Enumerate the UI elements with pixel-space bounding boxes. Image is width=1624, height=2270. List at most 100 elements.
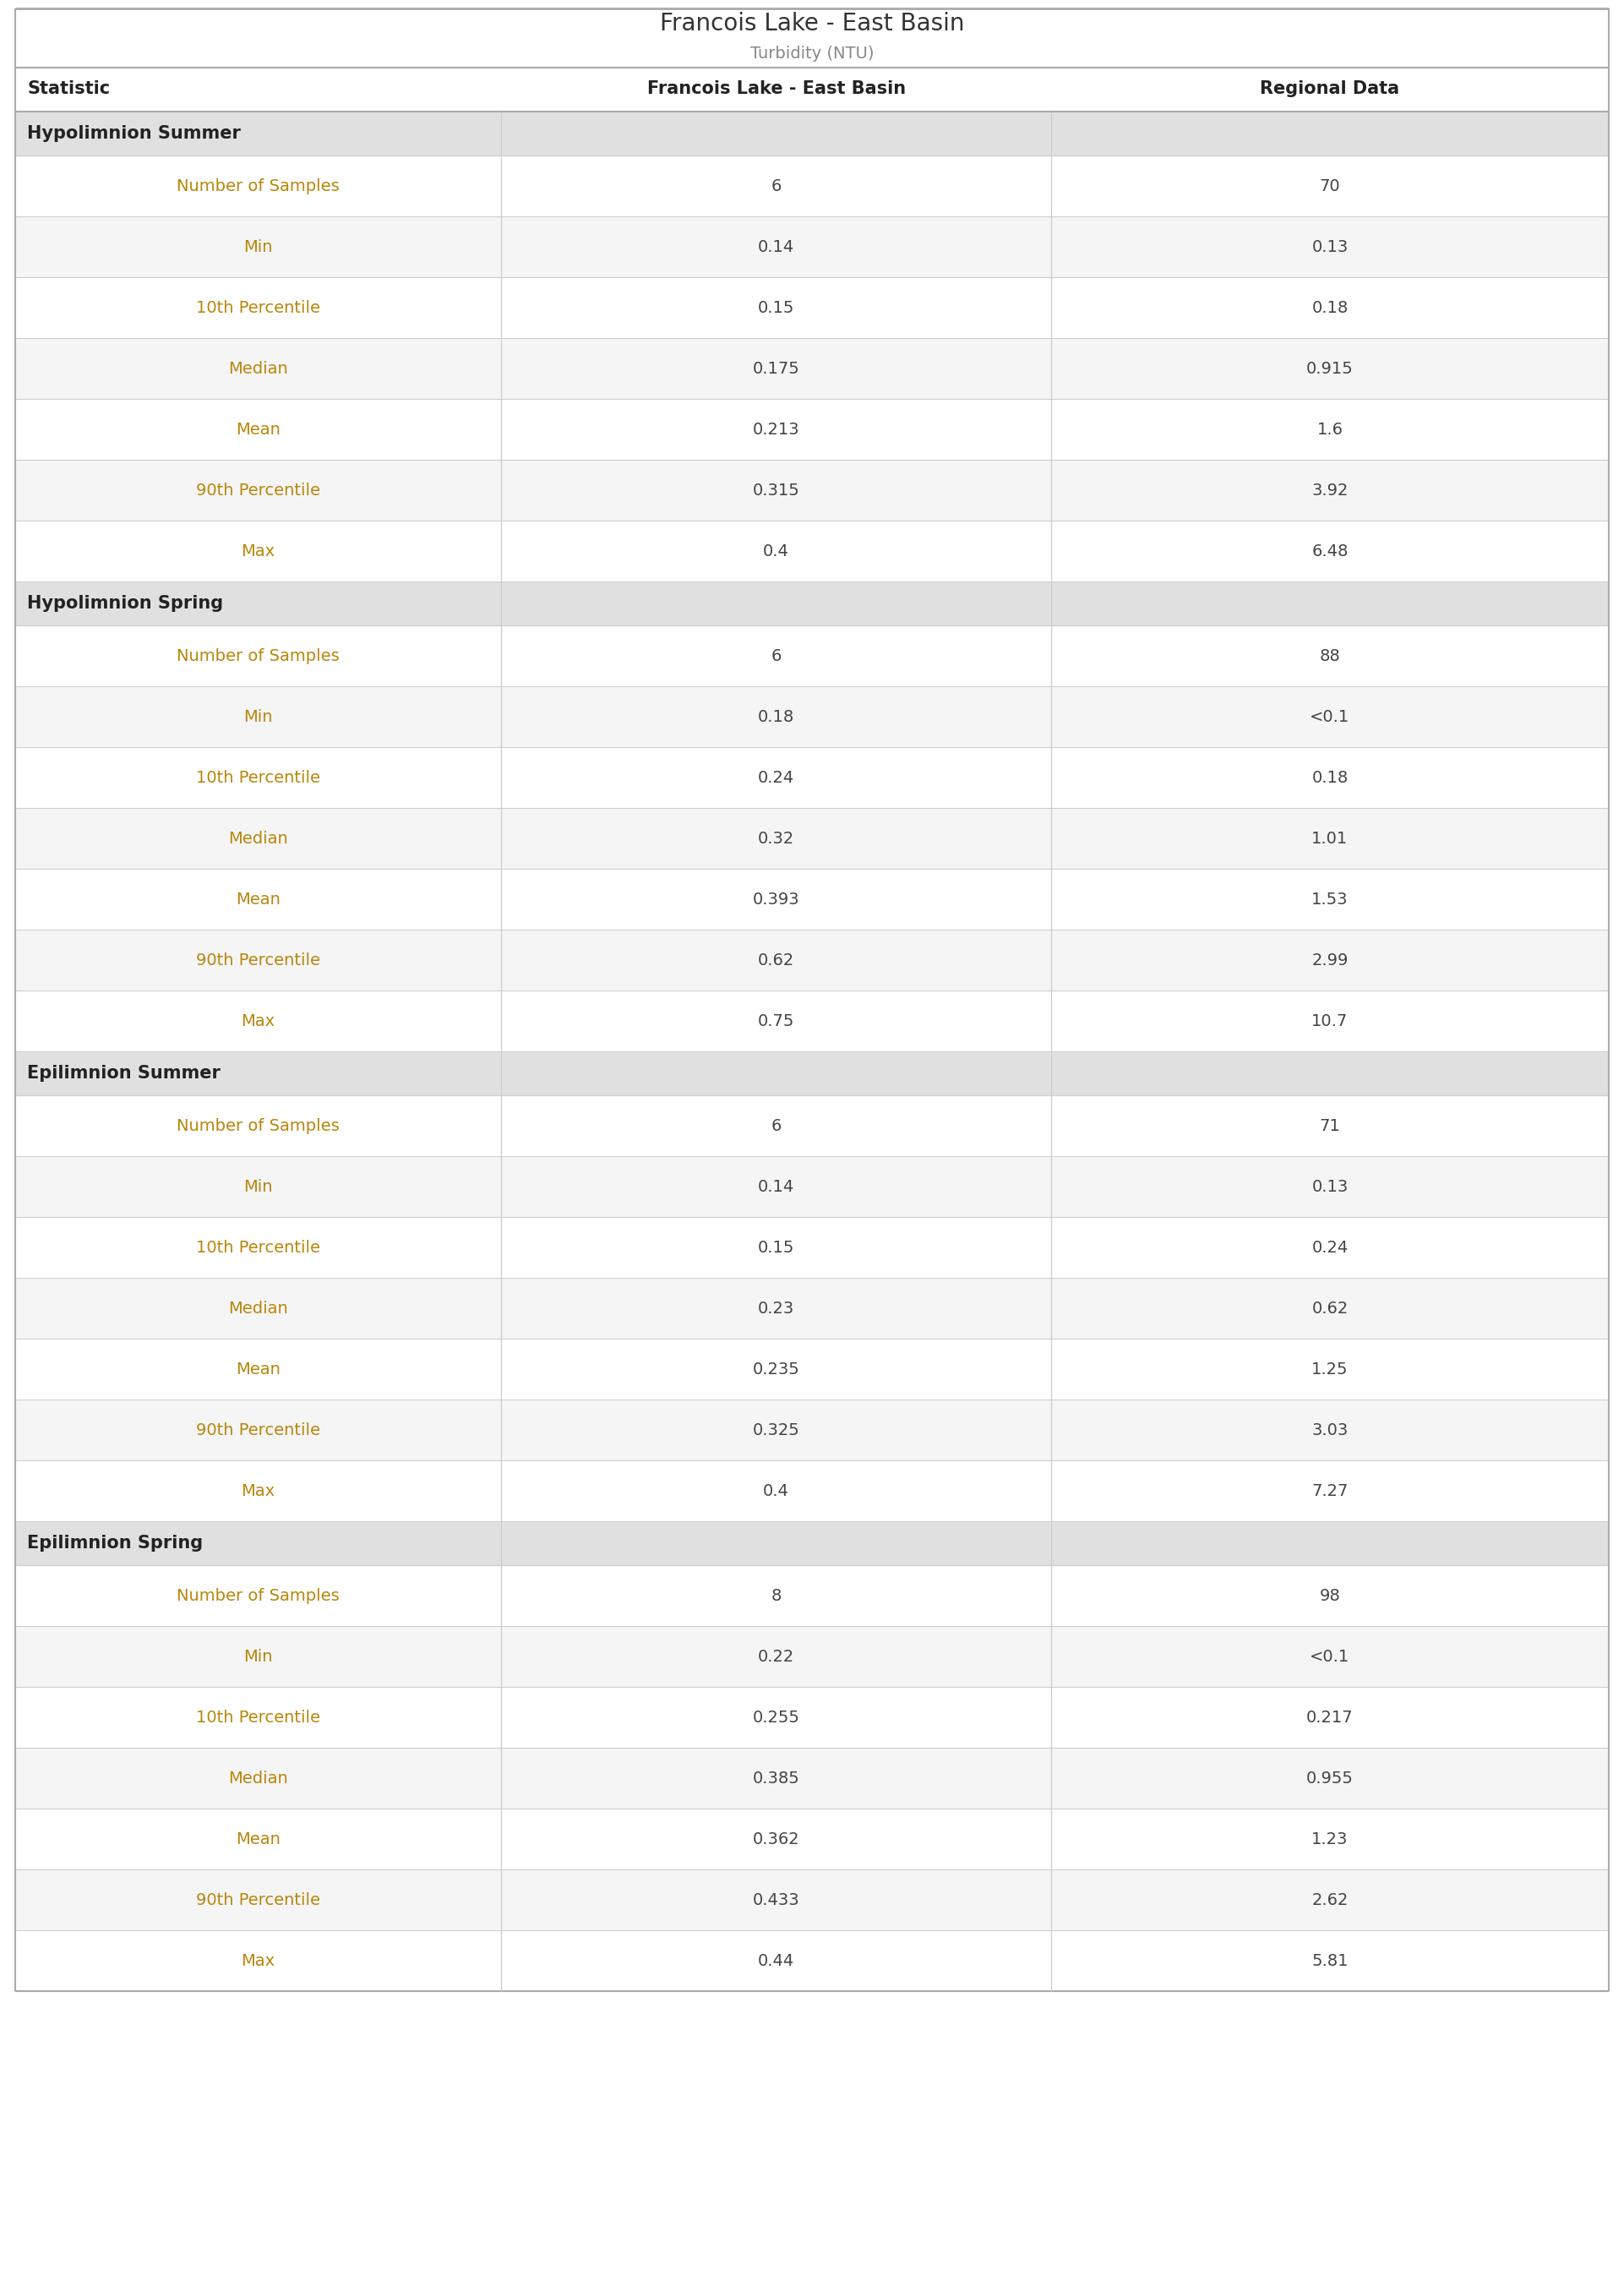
Text: 0.255: 0.255 [752,1709,799,1725]
Text: 0.393: 0.393 [752,892,799,908]
Text: 90th Percentile: 90th Percentile [197,481,320,497]
Text: 0.62: 0.62 [1312,1301,1348,1317]
Bar [15,1870,1609,1930]
Text: 0.175: 0.175 [752,361,799,377]
Text: 90th Percentile: 90th Percentile [197,1421,320,1437]
Bar [15,1278,1609,1339]
Text: 8: 8 [771,1587,781,1603]
Text: Hypolimnion Summer: Hypolimnion Summer [28,125,240,143]
Bar [15,43,1609,68]
Text: Epilimnion Spring: Epilimnion Spring [28,1535,203,1553]
Text: 1.25: 1.25 [1312,1362,1348,1378]
Bar [15,990,1609,1051]
Text: Max: Max [242,1012,274,1028]
Text: 0.362: 0.362 [752,1832,799,1848]
Text: 0.22: 0.22 [758,1648,794,1664]
Text: 0.62: 0.62 [758,951,794,967]
Text: 70: 70 [1320,177,1340,193]
Text: 1.6: 1.6 [1317,422,1343,438]
Text: 5.81: 5.81 [1312,1952,1348,1968]
Text: 0.13: 0.13 [1312,238,1348,254]
Text: 0.18: 0.18 [1312,770,1348,785]
Bar [15,216,1609,277]
Bar [15,1809,1609,1870]
Text: 0.213: 0.213 [752,422,799,438]
Text: Statistic: Statistic [28,79,110,98]
Text: 7.27: 7.27 [1312,1482,1348,1498]
Text: Min: Min [244,1178,273,1194]
Text: 3.92: 3.92 [1312,481,1348,497]
Text: 1.23: 1.23 [1312,1832,1348,1848]
Text: 10th Percentile: 10th Percentile [197,770,320,785]
Text: 0.385: 0.385 [752,1771,799,1786]
Bar [15,686,1609,747]
Bar [15,1051,1609,1096]
Text: 0.325: 0.325 [752,1421,799,1437]
Text: 3.03: 3.03 [1312,1421,1348,1437]
Text: 0.4: 0.4 [763,543,789,558]
Bar [15,1460,1609,1521]
Text: 10th Percentile: 10th Percentile [197,300,320,316]
Text: 0.18: 0.18 [758,708,794,724]
Bar [15,1401,1609,1460]
Bar [15,931,1609,990]
Text: Number of Samples: Number of Samples [177,1117,339,1133]
Text: 6.48: 6.48 [1312,543,1348,558]
Bar [15,111,1609,157]
Text: 0.4: 0.4 [763,1482,789,1498]
Text: Min: Min [244,708,273,724]
Text: 0.14: 0.14 [758,1178,794,1194]
Text: Epilimnion Summer: Epilimnion Summer [28,1065,221,1083]
Text: Max: Max [242,543,274,558]
Text: 0.15: 0.15 [758,1239,794,1255]
Text: 98: 98 [1319,1587,1340,1603]
Text: 0.44: 0.44 [758,1952,794,1968]
Text: Mean: Mean [235,892,281,908]
Bar [15,869,1609,931]
Text: 1.01: 1.01 [1312,831,1348,847]
Text: 0.433: 0.433 [752,1891,799,1907]
Bar [15,581,1609,627]
Bar [15,1155,1609,1217]
Text: Turbidity (NTU): Turbidity (NTU) [750,45,874,61]
Text: Number of Samples: Number of Samples [177,177,339,193]
Text: Min: Min [244,1648,273,1664]
Bar [15,808,1609,869]
Text: Median: Median [229,361,287,377]
Text: Number of Samples: Number of Samples [177,1587,339,1603]
Text: Median: Median [229,1301,287,1317]
Bar [15,400,1609,461]
Text: Mean: Mean [235,1362,281,1378]
Text: <0.1: <0.1 [1311,708,1350,724]
Text: Mean: Mean [235,1832,281,1848]
Text: Max: Max [242,1482,274,1498]
Text: 0.24: 0.24 [758,770,794,785]
Text: 0.75: 0.75 [758,1012,794,1028]
Bar [15,627,1609,686]
Bar [15,157,1609,216]
Text: Max: Max [242,1952,274,1968]
Text: 90th Percentile: 90th Percentile [197,951,320,967]
Bar [15,1339,1609,1401]
Text: 0.24: 0.24 [1312,1239,1348,1255]
Bar [15,1521,1609,1566]
Text: Regional Data: Regional Data [1260,79,1400,98]
Text: 6: 6 [771,177,781,193]
Bar [15,1687,1609,1748]
Bar [15,1748,1609,1809]
Bar [15,461,1609,520]
Text: Francois Lake - East Basin: Francois Lake - East Basin [659,11,965,36]
Text: 0.235: 0.235 [752,1362,799,1378]
Bar [15,68,1609,111]
Bar [15,9,1609,43]
Text: 90th Percentile: 90th Percentile [197,1891,320,1907]
Text: 0.955: 0.955 [1306,1771,1353,1786]
Text: Hypolimnion Spring: Hypolimnion Spring [28,595,222,613]
Bar [15,747,1609,808]
Text: 0.15: 0.15 [758,300,794,316]
Text: 0.14: 0.14 [758,238,794,254]
Text: 0.32: 0.32 [758,831,794,847]
Text: 88: 88 [1319,647,1340,663]
Bar [15,1217,1609,1278]
Bar [15,277,1609,338]
